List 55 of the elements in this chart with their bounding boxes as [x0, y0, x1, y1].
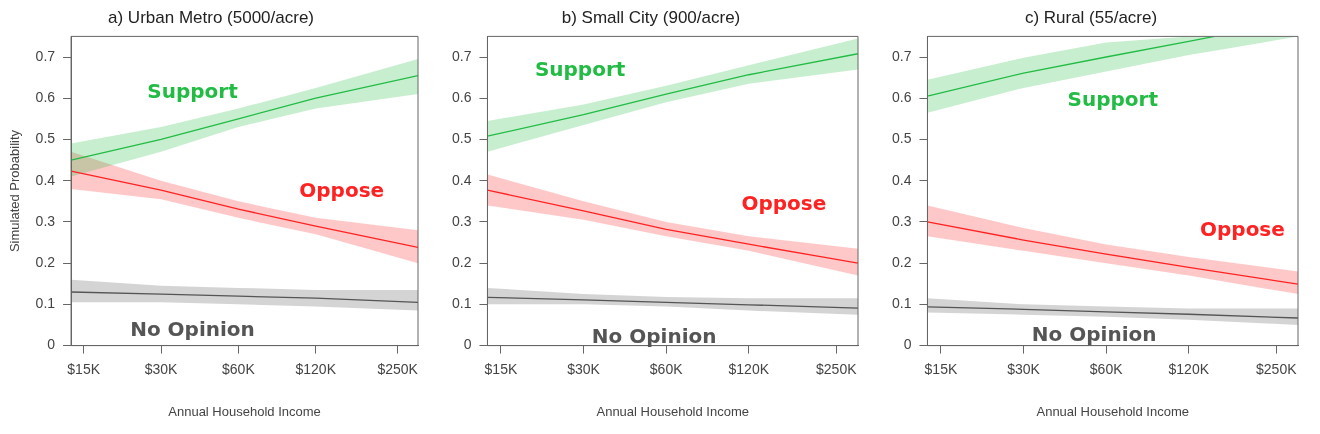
series-label: No Opinion: [591, 324, 717, 349]
y-tick-label: 0.1: [35, 295, 56, 312]
y-tick-label: 0: [463, 336, 472, 353]
y-tick-label: 0.6: [35, 89, 56, 106]
y-tick-label: 0.4: [891, 171, 912, 188]
y-tick-label: 0.3: [35, 212, 56, 229]
chart-title: c) Rural (55/acre): [1024, 7, 1158, 27]
series-label: Oppose: [741, 191, 827, 216]
y-axis-title: Simulated Probability: [7, 129, 23, 253]
series-label: No Opinion: [130, 317, 255, 342]
x-tick-label: $60K: [649, 360, 684, 377]
series-label: Support: [1067, 86, 1159, 111]
x-tick-label: $120K: [728, 360, 770, 377]
series-label: Support: [147, 79, 239, 104]
x-tick-label: $15K: [924, 360, 958, 377]
y-tick-label: 0.7: [35, 47, 56, 64]
series-label: Oppose: [299, 177, 385, 202]
x-tick-label: $120K: [295, 360, 337, 377]
y-tick-label: 0.1: [451, 295, 472, 312]
x-axis-title: Annual Household Income: [596, 403, 749, 419]
y-tick-label: 0.6: [891, 89, 912, 106]
x-tick-label: $30K: [144, 360, 179, 377]
x-tick-label: $60K: [1089, 360, 1124, 377]
x-axis-title: Annual Household Income: [168, 403, 321, 419]
y-tick-label: 0.1: [891, 295, 912, 312]
y-tick-label: 0.7: [451, 47, 472, 64]
x-tick-label: $250K: [377, 360, 419, 377]
y-tick-label: 0.5: [35, 130, 56, 147]
x-tick-label: $60K: [222, 360, 256, 377]
chart-title: a) Urban Metro (5000/acre): [108, 7, 314, 27]
x-tick-label: $250K: [1256, 360, 1298, 377]
y-tick-label: 0.4: [451, 171, 472, 188]
y-tick-label: 0.6: [451, 89, 472, 106]
y-tick-label: 0.5: [891, 130, 912, 147]
y-tick-label: 0.2: [451, 254, 472, 271]
y-tick-label: 0.3: [891, 212, 912, 229]
x-tick-label: $15K: [484, 360, 518, 377]
x-tick-label: $250K: [816, 360, 858, 377]
series-label: Support: [534, 56, 626, 81]
x-tick-label: $30K: [1007, 360, 1041, 377]
chart-title: b) Small City (900/acre): [561, 7, 741, 27]
y-tick-label: 0: [903, 336, 912, 353]
y-tick-label: 0.7: [891, 47, 912, 64]
y-tick-label: 0.2: [891, 254, 912, 271]
x-tick-label: $30K: [567, 360, 601, 377]
y-tick-label: 0: [47, 336, 56, 353]
x-tick-label: $120K: [1168, 360, 1210, 377]
x-axis-title: Annual Household Income: [1036, 403, 1189, 419]
y-tick-label: 0.4: [35, 171, 56, 188]
y-tick-label: 0.2: [35, 254, 56, 271]
series-label: No Opinion: [1031, 321, 1157, 346]
y-tick-label: 0.5: [451, 130, 472, 147]
y-tick-label: 0.3: [451, 212, 472, 229]
x-tick-label: $15K: [67, 360, 101, 377]
series-label: Oppose: [1200, 216, 1285, 241]
